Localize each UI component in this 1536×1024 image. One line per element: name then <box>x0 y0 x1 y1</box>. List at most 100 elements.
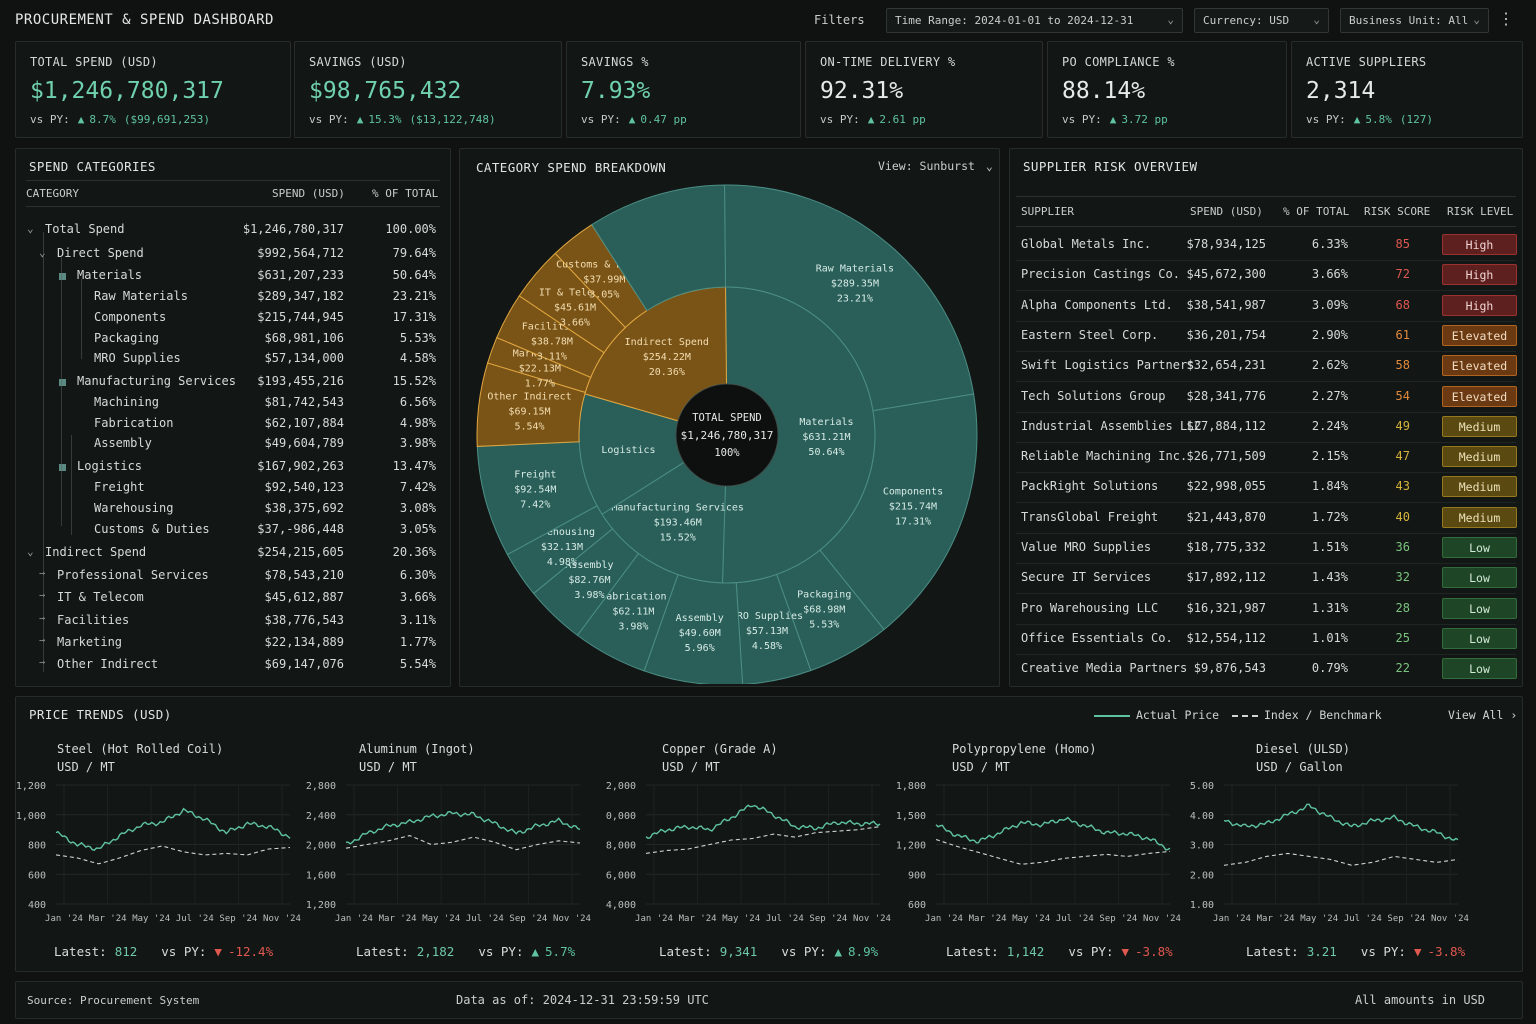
index-benchmark-line <box>1223 852 1459 866</box>
sunburst-label: Raw Materials <box>816 264 894 275</box>
index-benchmark-line <box>55 845 291 865</box>
x-tick-label: Jan '24 <box>925 914 963 924</box>
x-tick-label: Jul '24 <box>766 914 804 924</box>
kpi-change-prefix: vs PY: <box>30 113 70 126</box>
category-row[interactable]: Fabrication $62,107,884 4.98% <box>16 416 450 436</box>
category-row[interactable]: Customs & Duties $37,-986,448 3.05% <box>16 522 450 542</box>
supplier-row[interactable]: Eastern Steel Corp. $36,201,754 2.90% 61 Ele… <box>1010 324 1522 348</box>
category-spend: $167,902,263 <box>257 459 344 473</box>
category-row[interactable]: Packaging $68,981,106 5.53% <box>16 331 450 351</box>
kpi-title: SAVINGS % <box>581 55 649 69</box>
y-tick-label: 12,000 <box>606 781 636 792</box>
column-header-pct[interactable]: % OF TOTAL <box>372 187 439 200</box>
column-header-risk-level[interactable]: RISK LEVEL <box>1447 205 1514 218</box>
supplier-row[interactable]: Precision Castings Co. $45,672,300 3.66% 72… <box>1010 264 1522 287</box>
supplier-row[interactable]: TransGlobal Freight $21,443,870 1.72% 40 Med… <box>1010 506 1522 530</box>
arrow-up-icon: ▲ <box>1109 113 1117 126</box>
y-tick-label: 1,200 <box>16 781 46 792</box>
column-header-pct[interactable]: % OF TOTAL <box>1283 205 1350 218</box>
category-row[interactable]: Logistics $167,902,263 13.47% <box>16 459 450 479</box>
sunburst-label: 50.64% <box>808 447 844 458</box>
legend-line-actual <box>1094 714 1130 717</box>
category-spend: $254,215,605 <box>257 545 344 559</box>
supplier-row[interactable]: Tech Solutions Group $28,341,776 2.27% 54 El… <box>1010 385 1522 409</box>
category-row[interactable]: Assembly $49,604,789 3.98% <box>16 436 450 456</box>
risk-score: 85 <box>1395 237 1410 251</box>
column-header-supplier[interactable]: SUPPLIER <box>1021 205 1074 218</box>
supplier-spend: $36,201,754 <box>1186 327 1266 342</box>
supplier-row[interactable]: Swift Logistics Partners $32,654,231 2.62%… <box>1010 355 1522 378</box>
category-label: Marketing <box>57 635 123 649</box>
column-header-category[interactable]: CATEGORY <box>26 187 79 200</box>
category-row[interactable]: → Professional Services $78,543,210 6.30% <box>16 568 450 588</box>
supplier-row[interactable]: Pro Warehousing LLC $16,321,987 1.31% 28 Low <box>1010 597 1522 621</box>
category-row[interactable]: ⌄ Direct Spend $992,564,712 79.64% <box>16 246 450 266</box>
business-unit-select[interactable]: Business Unit: All ⌄ <box>1340 8 1489 33</box>
legend-index: Index / Benchmark <box>1232 708 1382 722</box>
x-tick-label: May '24 <box>1012 914 1050 924</box>
category-row[interactable]: Manufacturing Services $193,455,216 15.52% <box>16 374 450 394</box>
category-pct: 6.30% <box>399 568 436 582</box>
kpi-change-value: 8.7% <box>89 113 116 126</box>
category-label: Raw Materials <box>94 289 188 303</box>
category-row[interactable]: Warehousing $38,375,692 3.08% <box>16 501 450 521</box>
category-row[interactable]: ⌄ Total Spend $1,246,780,317 100.00% <box>16 222 450 242</box>
supplier-name: Industrial Assemblies LLC <box>1021 418 1202 433</box>
category-row[interactable]: Freight $92,540,123 7.42% <box>16 480 450 500</box>
y-tick-label: 4.00 <box>1190 811 1214 822</box>
supplier-row[interactable]: Global Metals Inc. $78,934,125 6.33% 85 High <box>1010 234 1522 257</box>
kpi-change: vs PY: ▲ 0.47 pp <box>581 113 687 126</box>
category-row[interactable]: Components $215,744,945 17.31% <box>16 310 450 330</box>
y-tick-label: 8,000 <box>606 841 636 852</box>
chevron-down-icon[interactable]: ⌄ <box>27 545 34 558</box>
sunburst-label: MRO Supplies <box>731 611 803 622</box>
kpi-change-value: 5.8% <box>1365 113 1392 126</box>
supplier-row[interactable]: PackRight Solutions $22,998,055 1.84% 43 Med… <box>1010 476 1522 499</box>
supplier-spend: $21,443,870 <box>1186 509 1266 524</box>
supplier-row[interactable]: Office Essentials Co. $12,554,112 1.01% 25 L… <box>1010 627 1522 651</box>
sunburst-label: IT & Telecom <box>539 288 611 299</box>
sunburst-label: $92.54M <box>514 484 556 495</box>
vs-py-label: vs PY: <box>1068 944 1114 959</box>
sunburst-label: Indirect Spend <box>625 337 709 348</box>
view-all-link[interactable]: View All › <box>1448 708 1517 722</box>
vs-py-value: -3.8% <box>1427 944 1466 959</box>
more-options-icon[interactable]: ⋮ <box>1498 9 1514 28</box>
category-row[interactable]: → IT & Telecom $45,612,887 3.66% <box>16 590 450 610</box>
category-spend: $69,147,076 <box>264 657 344 671</box>
category-row[interactable]: Machining $81,742,543 6.56% <box>16 395 450 415</box>
supplier-row[interactable]: Industrial Assemblies LLC $27,884,112 2.24… <box>1010 415 1522 439</box>
category-row[interactable]: ⌄ Indirect Spend $254,215,605 20.36% <box>16 545 450 565</box>
chevron-down-icon[interactable]: ⌄ <box>39 246 46 259</box>
risk-level-badge: High <box>1442 234 1517 255</box>
column-header-spend[interactable]: SPEND (USD) <box>272 187 345 200</box>
kpi-change-extra: (127) <box>1399 113 1433 126</box>
column-header-risk-score[interactable]: RISK SCORE <box>1364 205 1431 218</box>
category-spend: $37,-986,448 <box>257 522 344 536</box>
supplier-row[interactable]: Reliable Machining Inc. $26,771,509 2.15% 4… <box>1010 446 1522 469</box>
kpi-value: $98,765,432 <box>309 78 462 104</box>
category-row[interactable]: Materials $631,207,233 50.64% <box>16 268 450 288</box>
sunburst-segment <box>591 184 727 312</box>
row-divider <box>1016 290 1516 292</box>
supplier-row[interactable]: Creative Media Partners $9,876,543 0.79% 22… <box>1010 658 1522 681</box>
vs-py-label: vs PY: <box>1360 944 1406 959</box>
risk-score: 58 <box>1395 358 1410 373</box>
category-row[interactable]: MRO Supplies $57,134,000 4.58% <box>16 351 450 371</box>
supplier-row[interactable]: Value MRO Supplies $18,775,332 1.51% 36 Low <box>1010 537 1522 560</box>
category-row[interactable]: → Other Indirect $69,147,076 5.54% <box>16 657 450 677</box>
time-range-select[interactable]: Time Range: 2024-01-01 to 2024-12-31 ⌄ <box>886 8 1183 33</box>
latest-value: 3.21 <box>1306 944 1337 959</box>
row-divider <box>1016 532 1516 534</box>
column-header-spend[interactable]: SPEND (USD) <box>1190 205 1263 218</box>
view-select[interactable]: View: Sunburst ⌄ <box>878 159 993 173</box>
y-tick-label: 2,000 <box>306 841 336 852</box>
category-row[interactable]: → Facilities $38,776,543 3.11% <box>16 613 450 633</box>
chevron-down-icon[interactable]: ⌄ <box>27 222 34 235</box>
supplier-row[interactable]: Secure IT Services $17,892,112 1.43% 32 Low <box>1010 567 1522 590</box>
filters-label[interactable]: Filters <box>814 13 865 27</box>
supplier-row[interactable]: Alpha Components Ltd. $38,541,987 3.09% 68 H… <box>1010 294 1522 318</box>
currency-select[interactable]: Currency: USD ⌄ <box>1194 8 1329 33</box>
category-row[interactable]: → Marketing $22,134,889 1.77% <box>16 635 450 655</box>
category-row[interactable]: Raw Materials $289,347,182 23.21% <box>16 289 450 309</box>
